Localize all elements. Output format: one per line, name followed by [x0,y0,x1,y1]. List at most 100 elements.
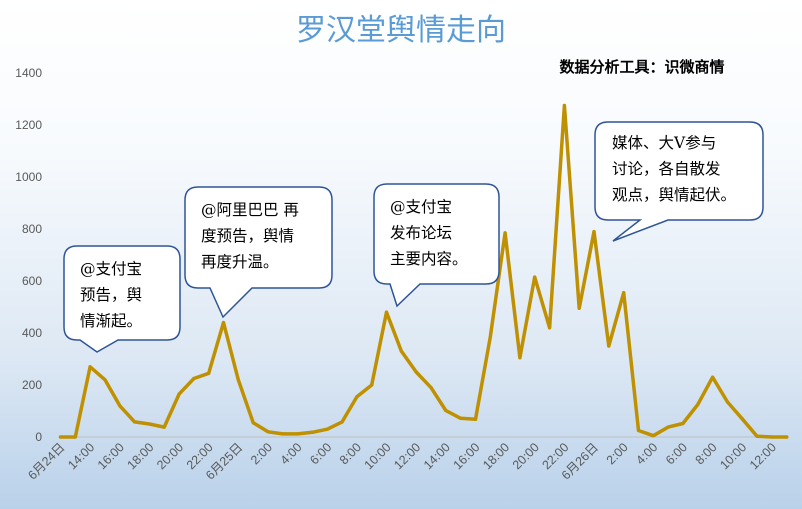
callout-box [184,186,333,319]
callout-text-line: 再度升温。 [201,253,279,271]
callout-text-line: 媒体、大V参与 [612,134,716,152]
data-point [651,434,655,438]
x-tick-label: 16:00 [451,440,483,472]
callout-text-line: 主要内容。 [390,250,468,268]
y-tick-label: 1200 [15,118,42,132]
data-point [281,432,285,436]
x-tick-label: 2:00 [248,440,275,467]
x-tick-label: 14:00 [421,440,453,472]
data-point [622,291,626,295]
x-tick-label: 4:00 [278,440,305,467]
x-tick-label: 20:00 [510,440,542,472]
y-tick-label: 200 [22,378,42,392]
x-tick-label: 20:00 [154,440,186,472]
x-tick-label: 10:00 [362,440,394,472]
data-point [266,430,270,434]
data-point [547,326,552,330]
data-point [518,356,522,360]
data-point [696,402,700,407]
series-line [58,103,789,439]
x-tick-label: 4:00 [633,440,660,467]
data-point [681,421,685,426]
y-tick-label: 800 [22,222,42,236]
data-point [133,420,137,424]
data-point [473,417,478,421]
data-point [370,383,374,387]
x-tick-label: 12:00 [391,440,423,472]
data-point [459,416,463,420]
y-tick-label: 1000 [15,170,42,184]
data-point [577,306,581,310]
y-axis: 0 200 400 600 800 1000 1200 1400 [15,66,42,444]
data-point [666,425,670,429]
x-tick-label: 6月24日 [25,440,67,482]
data-point [103,378,107,382]
data-point [325,427,329,431]
x-tick-label: 18:00 [125,440,157,472]
data-point [607,344,611,348]
data-point [88,365,92,369]
data-point [118,404,122,408]
x-tick-label: 12:00 [747,440,779,472]
x-tick-label: 6:00 [307,440,334,467]
data-point [147,422,152,426]
data-point [710,375,715,379]
x-tick-label: 14:00 [65,440,97,472]
callout-box [63,245,181,353]
data-point [444,408,448,413]
data-point [221,321,226,325]
x-tick-label: 10:00 [717,440,749,472]
data-point [177,392,181,396]
data-point [533,275,537,279]
x-tick-label: 16:00 [95,440,127,472]
x-tick-label: 8:00 [693,440,720,467]
data-point [562,103,566,108]
data-point [592,230,596,234]
data-point [384,310,389,314]
data-point [207,371,211,375]
data-point [770,435,774,439]
data-point [740,417,744,421]
data-point [503,231,507,235]
data-point [429,386,433,390]
data-point [355,395,359,399]
data-point [192,376,196,381]
x-tick-label: 2:00 [604,440,631,467]
callout-text-line: 观点，舆情起伏。 [612,186,736,204]
data-point [785,435,789,439]
series-points [58,103,789,439]
data-point [58,435,63,439]
callout-text-line: @支付宝 [80,260,142,278]
data-point [755,434,759,438]
callout-text-line: 度预告，舆情 [201,227,294,245]
data-point [488,335,492,339]
y-tick-label: 0 [35,430,42,444]
data-point [414,370,418,374]
data-point [636,428,641,433]
callout-text-line: @阿里巴巴 再 [201,201,299,219]
callout-text-line: 预告，舆 [80,286,142,304]
data-point [162,425,166,429]
data-point [236,378,240,382]
chart-source-note: 数据分析工具：识微商情 [559,58,724,76]
callout-text-line: @支付宝 [390,198,452,216]
data-point [399,349,403,353]
callout-text-line: 发布论坛 [390,224,452,242]
x-tick-label: 6:00 [663,440,690,467]
data-point [310,430,315,434]
callout-box [373,183,500,308]
y-tick-label: 600 [22,274,42,288]
callout-text-line: 情渐起。 [80,312,142,330]
callout-text-line: 讨论，各自散发 [612,160,721,178]
x-tick-label: 8:00 [337,440,364,467]
data-point [251,421,255,425]
data-point [340,420,344,424]
